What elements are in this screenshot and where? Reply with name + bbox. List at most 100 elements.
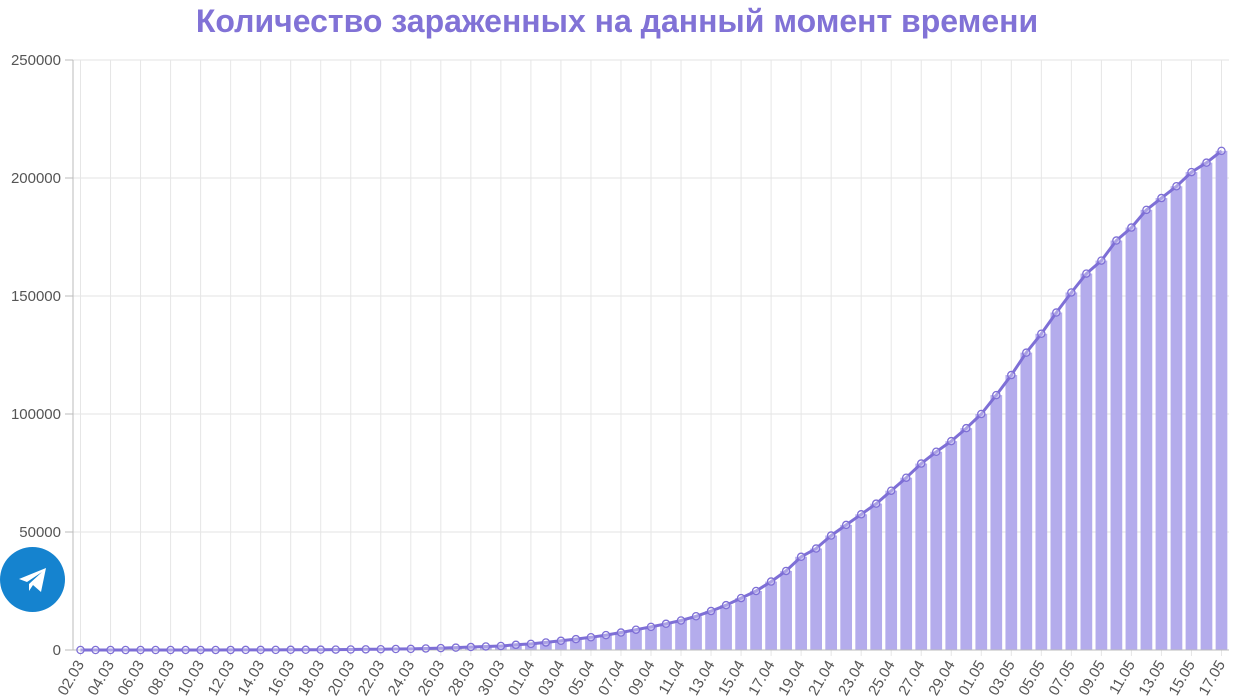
data-point	[391, 644, 401, 654]
bar	[1080, 273, 1093, 650]
data-point	[766, 577, 776, 586]
bar	[1050, 312, 1063, 650]
bar	[615, 632, 627, 650]
x-tick-label: 29.04	[925, 658, 958, 699]
data-point	[106, 645, 115, 655]
data-point	[931, 447, 941, 457]
data-point	[196, 645, 205, 655]
data-point	[1022, 348, 1031, 357]
bar	[795, 556, 807, 650]
bar	[630, 629, 642, 650]
data-point	[211, 645, 220, 655]
data-point	[256, 645, 265, 655]
data-point	[796, 552, 806, 562]
data-point	[241, 645, 250, 655]
data-point	[526, 639, 536, 649]
data-point	[736, 593, 746, 603]
bar	[945, 441, 958, 650]
bar	[975, 414, 988, 650]
x-tick-label: 07.04	[595, 658, 628, 699]
data-point	[451, 643, 461, 652]
bar	[765, 581, 777, 650]
bar	[570, 639, 582, 650]
bar	[990, 395, 1003, 650]
bar	[840, 524, 853, 650]
x-tick-label: 13.05	[1135, 658, 1168, 699]
x-tick-label: 03.05	[985, 658, 1018, 699]
bars	[74, 150, 1228, 651]
bar	[585, 637, 597, 650]
data-point	[1217, 146, 1226, 156]
x-tick-label: 23.04	[835, 658, 868, 699]
x-tick-label: 01.04	[505, 658, 538, 699]
data-point	[406, 644, 416, 654]
data-point	[706, 606, 716, 616]
bar	[495, 645, 507, 650]
x-tick-label: 14.03	[235, 658, 268, 699]
data-point	[376, 644, 386, 654]
data-point	[466, 642, 476, 652]
data-point	[947, 436, 956, 446]
x-tick-label: 05.04	[565, 658, 598, 699]
y-tick-label: 200000	[11, 170, 61, 187]
bar	[1005, 375, 1018, 650]
x-tick-label: 24.03	[385, 658, 418, 699]
x-tick-label: 25.04	[865, 658, 898, 699]
data-point	[301, 645, 310, 655]
bar	[1215, 150, 1228, 651]
data-point	[871, 499, 881, 508]
data-point	[226, 645, 235, 655]
y-tick-label: 250000	[11, 52, 61, 69]
data-point	[992, 390, 1001, 400]
bar	[825, 535, 838, 650]
bar	[1110, 240, 1123, 651]
data-point	[1157, 193, 1166, 203]
bar	[1125, 227, 1138, 650]
data-point	[316, 645, 325, 654]
data-point	[616, 628, 626, 637]
series-points	[76, 146, 1226, 655]
x-tick-label: 02.03	[54, 658, 87, 699]
bar	[780, 570, 792, 650]
bar	[1020, 352, 1033, 650]
bar	[735, 598, 747, 650]
x-tick-label: 15.04	[715, 658, 748, 699]
data-point	[901, 473, 911, 482]
bar	[1200, 162, 1213, 650]
x-tick-label: 01.05	[955, 658, 988, 699]
data-point	[421, 644, 431, 653]
bar	[720, 605, 732, 650]
bar	[1155, 198, 1168, 650]
x-tick-label: 18.03	[295, 658, 328, 699]
data-point	[511, 640, 521, 650]
data-point	[601, 630, 611, 640]
x-tick-labels: 02.0304.0306.0308.0310.0312.0314.0316.03…	[54, 658, 1228, 699]
bar	[675, 620, 687, 650]
data-point	[962, 423, 971, 433]
data-point	[166, 645, 175, 655]
bar	[600, 635, 612, 650]
x-tick-label: 20.03	[325, 658, 358, 699]
x-tick-label: 10.03	[175, 658, 208, 699]
data-point	[661, 619, 671, 629]
x-tick-label: 13.04	[685, 658, 718, 699]
data-point	[1172, 182, 1181, 191]
bar	[1065, 292, 1078, 650]
data-point	[481, 642, 491, 651]
data-point	[151, 645, 160, 655]
y-tick-label: 0	[53, 642, 61, 659]
data-point	[631, 625, 641, 634]
bar	[1095, 260, 1108, 650]
bar	[660, 623, 672, 650]
data-point	[1187, 167, 1196, 177]
bar	[510, 644, 522, 650]
data-point	[1007, 370, 1016, 380]
bar	[645, 626, 657, 650]
bar	[855, 514, 868, 650]
data-point	[811, 544, 821, 553]
data-point	[826, 531, 836, 540]
x-tick-label: 06.03	[115, 658, 148, 699]
telegram-button[interactable]	[0, 547, 65, 612]
data-point	[1202, 158, 1211, 167]
